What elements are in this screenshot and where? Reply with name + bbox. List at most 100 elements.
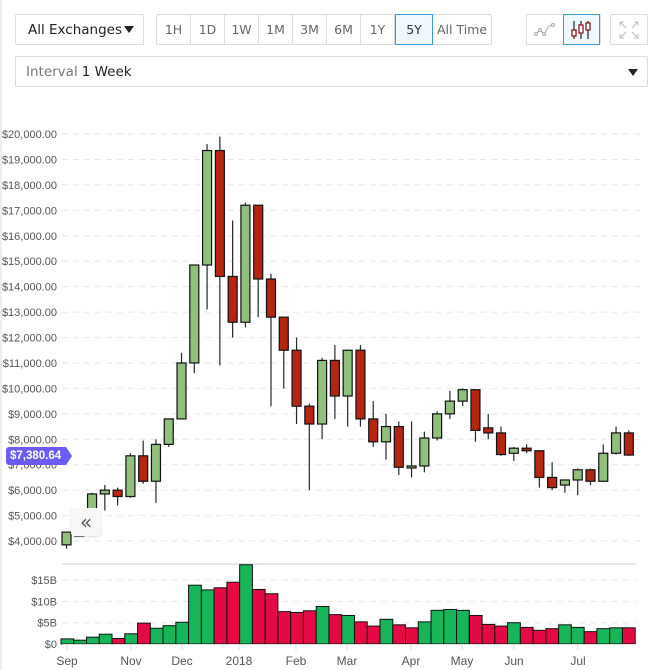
candle-up (150, 443, 162, 482)
x-axis-label: 2018 (226, 654, 253, 668)
range-button-1w[interactable]: 1W (225, 15, 259, 44)
x-axis-label: Nov (120, 654, 141, 668)
candle-up (99, 489, 110, 495)
volume-bar (162, 625, 177, 645)
candle-up (508, 447, 519, 454)
range-button-5y[interactable]: 5Y (395, 14, 433, 45)
range-button-1m[interactable]: 1M (259, 15, 293, 44)
y-axis-label: $10,000.00 (2, 383, 57, 395)
candle-down (393, 425, 404, 468)
volume-bar (264, 593, 279, 645)
caret-down-icon (628, 69, 638, 76)
volume-axis-label: $5B (37, 618, 57, 630)
interval-select[interactable]: Interval 1 Week (15, 56, 648, 87)
x-axis-label: May (451, 654, 474, 668)
volume-bar (290, 611, 304, 645)
candle-down (521, 447, 532, 452)
volume-bar (570, 626, 585, 645)
volume-bar (137, 622, 151, 645)
y-axis-label: $18,000.00 (2, 180, 57, 192)
candle-down (623, 432, 634, 456)
volume-bar (60, 638, 75, 645)
candle-up (240, 204, 251, 323)
volume-bar (481, 623, 496, 645)
y-axis-label: $16,000.00 (2, 231, 57, 243)
volume-bar (417, 621, 432, 645)
candle-up (598, 452, 609, 482)
volume-bar (226, 581, 241, 645)
interval-label: Interval (26, 63, 78, 80)
volume-bar (175, 621, 190, 645)
range-button-3m[interactable]: 3M (293, 15, 327, 44)
y-axis-label: $11,000.00 (3, 358, 57, 370)
range-button-1d[interactable]: 1D (191, 15, 225, 44)
candle-up (406, 465, 417, 469)
volume-bar (519, 626, 534, 645)
candle-down (329, 359, 340, 397)
candle-down (214, 149, 225, 278)
candle-down (253, 204, 264, 280)
volume-bar (302, 610, 317, 645)
line-chart-button[interactable] (527, 15, 563, 44)
volume-bar (392, 624, 407, 645)
y-axis-label: $9,000.00 (8, 409, 57, 421)
volume-bar (213, 587, 228, 645)
candle-down (112, 489, 123, 498)
fullscreen-icon (619, 21, 639, 38)
volume-bar (456, 609, 470, 645)
candle-down (495, 432, 507, 456)
candle-down (585, 469, 596, 482)
time-range-group: 1H 1D 1W 1M 3M 6M 1Y 5Y All Time (156, 14, 492, 45)
volume-bar (328, 614, 343, 645)
y-axis-label: $15,000.00 (2, 256, 57, 268)
range-button-6m[interactable]: 6M (327, 15, 361, 44)
volume-bar (86, 636, 100, 645)
volume-bar (532, 629, 547, 645)
x-axis-label: Feb (286, 654, 307, 668)
volume-axis-label: $15B (31, 575, 57, 587)
candle-up (317, 359, 328, 425)
candle-down (227, 275, 238, 323)
y-axis-label: $17,000.00 (2, 205, 57, 217)
volume-bar (609, 627, 623, 645)
range-button-1h[interactable]: 1H (157, 15, 191, 44)
x-axis-label: Dec (171, 654, 192, 668)
volume-bar (315, 606, 330, 645)
volume-bar (251, 588, 266, 645)
volume-bar (596, 628, 611, 645)
exchange-select[interactable]: All Exchanges (15, 14, 144, 45)
candle-up (201, 149, 213, 266)
volume-bar (277, 611, 292, 645)
candle-up (559, 479, 571, 486)
candle-up (432, 413, 443, 439)
left-border (0, 0, 2, 670)
fullscreen-button[interactable] (610, 14, 648, 45)
candle-up (189, 264, 200, 364)
scroll-back-button[interactable]: « (71, 508, 101, 536)
candle-up (176, 362, 187, 420)
candlestick-button[interactable] (562, 14, 600, 45)
candle-down (368, 418, 379, 443)
volume-bar (405, 627, 419, 645)
candle-up (163, 418, 174, 445)
volume-bar (507, 622, 521, 645)
candle-up (572, 469, 583, 481)
range-button-1y[interactable]: 1Y (361, 15, 395, 44)
candle-down (304, 405, 315, 425)
candle-up (380, 425, 392, 443)
x-axis-label: Jul (570, 654, 585, 668)
candle-down (547, 476, 558, 489)
y-axis-label: $5,000.00 (8, 511, 57, 523)
candle-down (138, 455, 149, 482)
candle-down (355, 349, 366, 420)
y-axis-label: $19,000.00 (2, 154, 57, 166)
candle-up (419, 437, 430, 467)
candlestick-icon (571, 20, 591, 39)
volume-bar (111, 637, 126, 645)
volume-bar (468, 614, 483, 645)
caret-down-icon (124, 26, 134, 33)
range-button-all-time[interactable]: All Time (436, 22, 488, 37)
candle-down (483, 427, 494, 434)
line-chart-icon (533, 22, 555, 36)
